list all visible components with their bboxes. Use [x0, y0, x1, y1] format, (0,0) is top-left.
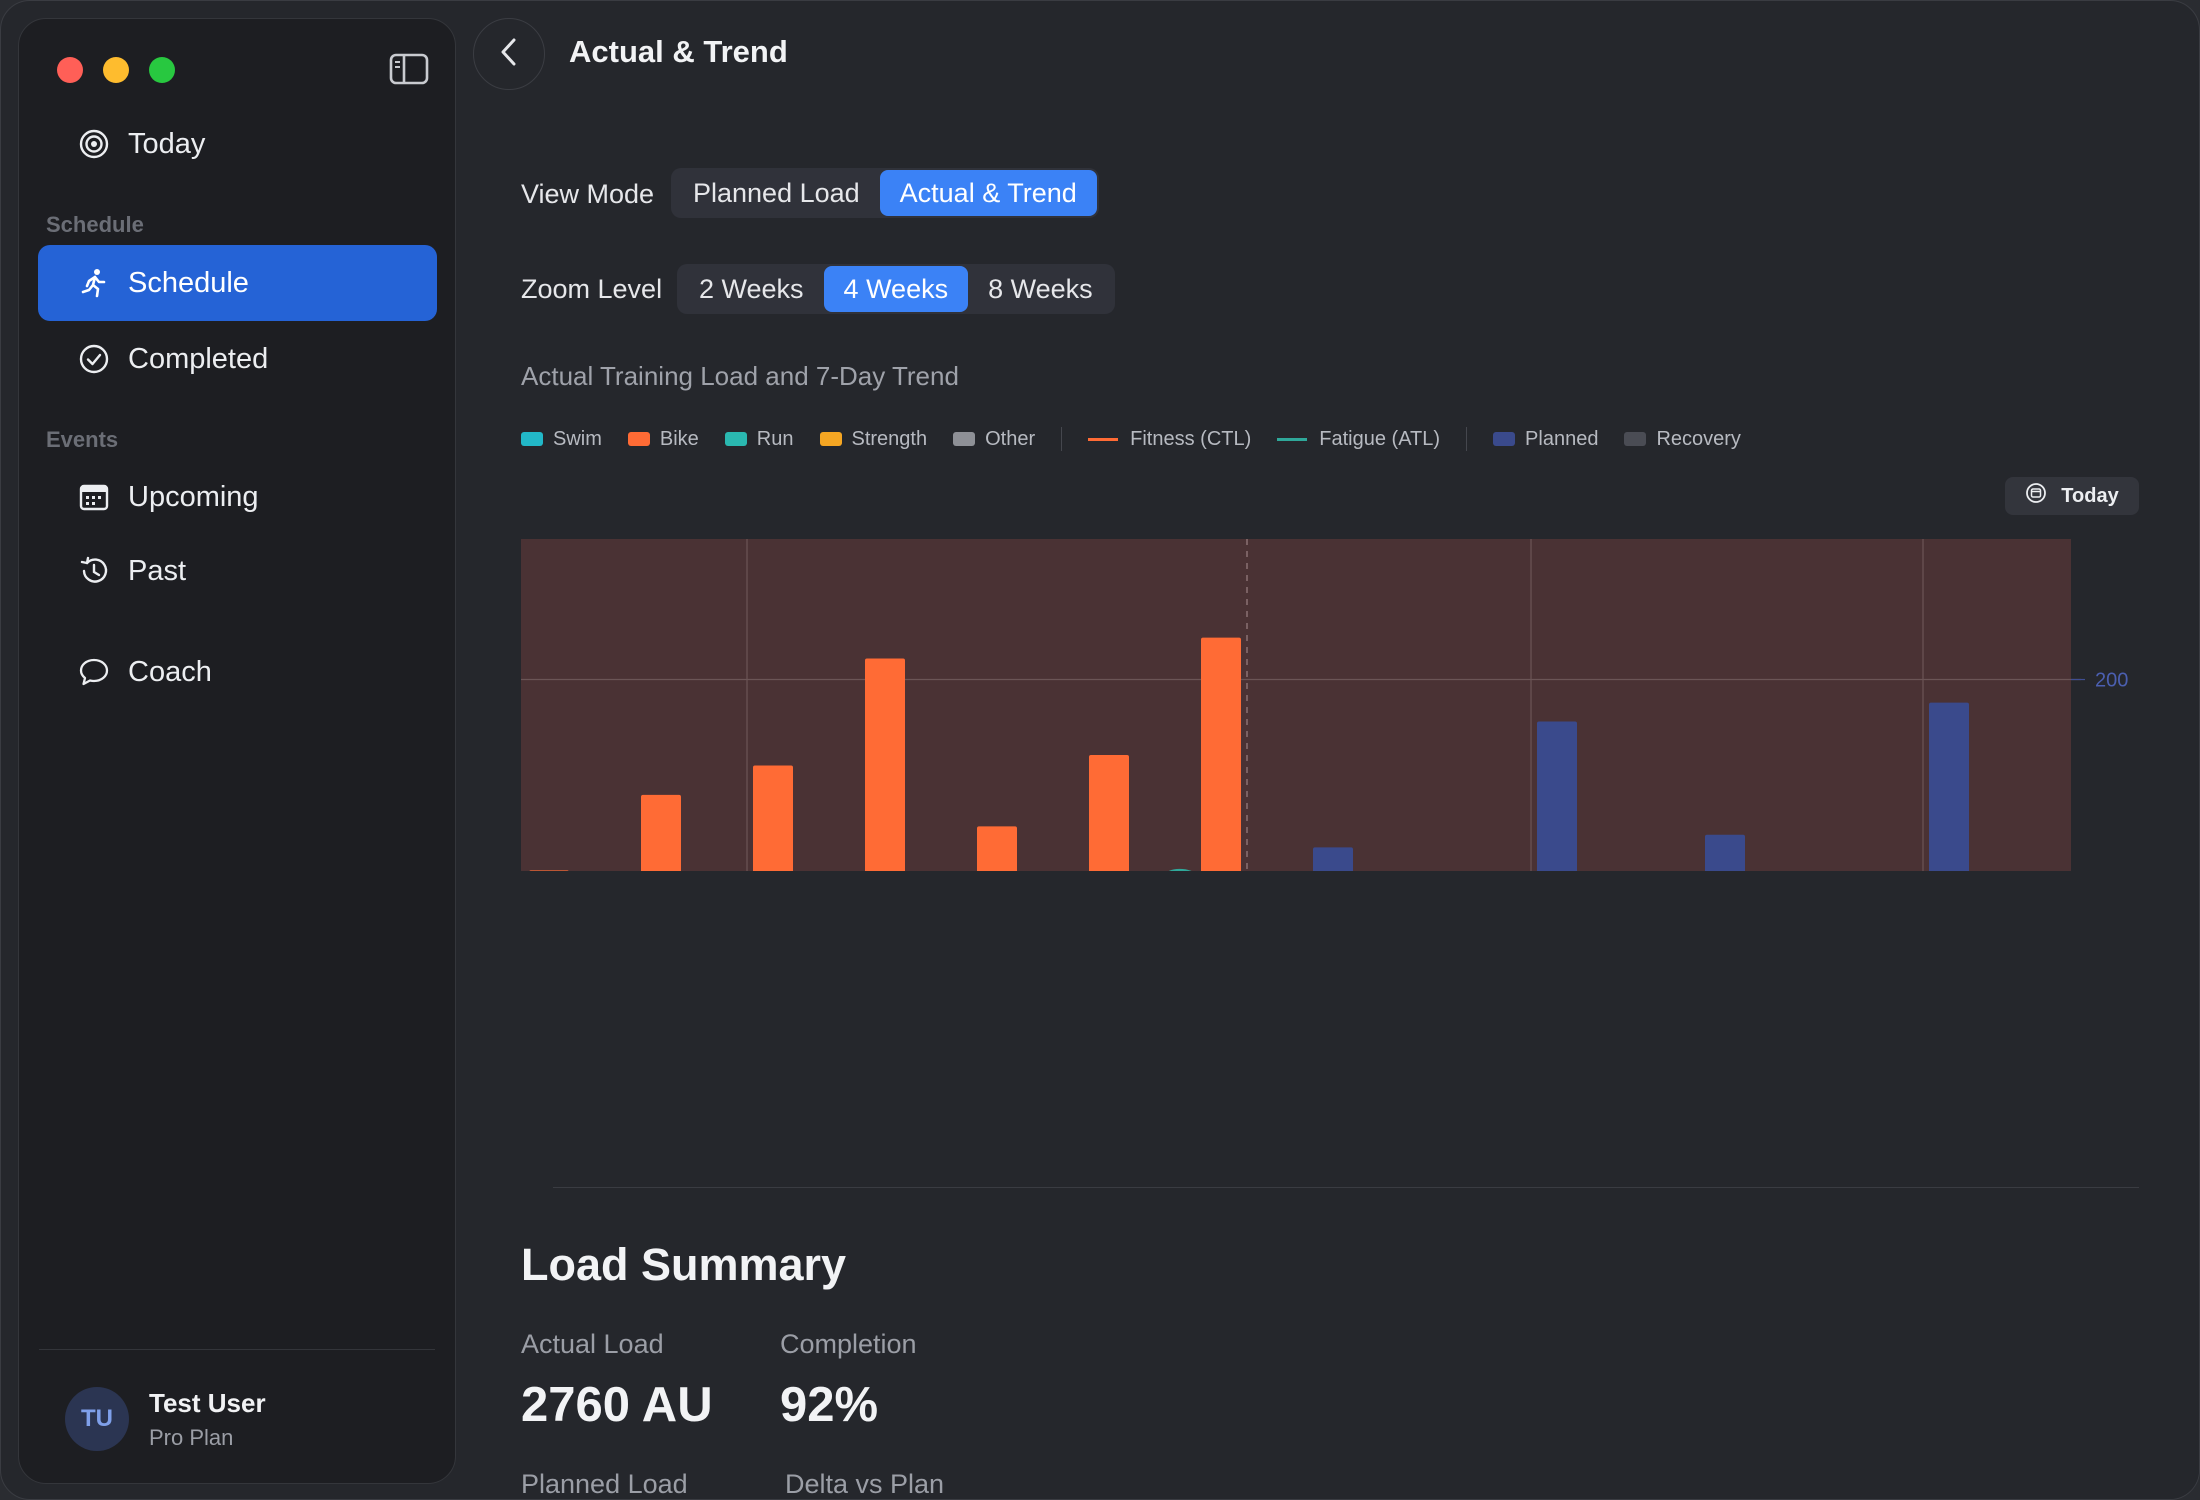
zoom-4-weeks[interactable]: 4 Weeks [823, 266, 969, 312]
sidebar-divider [39, 1349, 435, 1350]
legend-recovery: Recovery [1624, 428, 1741, 451]
sidebar-item-label: Coach [128, 655, 212, 688]
chart-title: Actual Training Load and 7-Day Trend [521, 361, 959, 391]
legend-planned: Planned [1493, 428, 1598, 451]
planned-bar [1705, 834, 1745, 871]
sidebar-item-completed[interactable]: Completed [38, 321, 437, 397]
bike-bar [753, 765, 793, 871]
back-button[interactable] [473, 18, 545, 90]
avatar: TU [65, 1387, 129, 1451]
sidebar-item-label: Upcoming [128, 480, 259, 513]
bike-bar [1089, 755, 1129, 871]
chart-legend: Swim Bike Run Strength Other Fitness (CT… [521, 427, 1767, 451]
bike-bar [641, 794, 681, 871]
bike-bar [865, 658, 905, 871]
legend-strength: Strength [819, 428, 927, 451]
summary-title: Load Summary [521, 1239, 847, 1290]
completion-label: Completion [780, 1329, 917, 1359]
delta-label: Delta vs Plan [785, 1469, 945, 1499]
close-window-button[interactable] [57, 57, 83, 83]
planned-bar [1313, 847, 1353, 871]
target-icon [74, 124, 114, 164]
zoom-level-control: 2 Weeks 4 Weeks 8 Weeks [677, 264, 1115, 314]
running-person-icon [74, 263, 114, 303]
window-controls [57, 57, 175, 83]
view-mode-planned-load[interactable]: Planned Load [693, 177, 860, 208]
sidebar-item-past[interactable]: Past [38, 533, 437, 609]
section-label-events: Events [46, 427, 119, 452]
legend-other: Other [953, 428, 1035, 451]
completion-value: 92% [780, 1378, 879, 1432]
actual-load-label: Actual Load [521, 1329, 664, 1359]
sidebar-toggle-icon[interactable] [389, 52, 429, 86]
sidebar-item-label: Schedule [128, 266, 249, 299]
legend-separator [1466, 427, 1468, 451]
main-content: View Mode Planned Load Actual & Trend Zo… [481, 111, 2199, 1499]
sidebar-item-coach[interactable]: Coach [38, 634, 437, 710]
history-icon [74, 551, 114, 591]
y-tick-label: 200 [2095, 670, 2128, 692]
legend-fatigue: Fatigue (ATL) [1277, 428, 1440, 451]
legend-swim: Swim [521, 428, 602, 451]
sidebar-item-label: Completed [128, 342, 269, 375]
legend-bike: Bike [627, 428, 699, 451]
today-button[interactable]: Today [2005, 477, 2139, 515]
sidebar-item-label: Today [128, 127, 206, 160]
page-title: Actual & Trend [569, 34, 788, 69]
zoom-level-label: Zoom Level [521, 274, 663, 304]
bike-bar [977, 826, 1017, 871]
zoom-2-weeks[interactable]: 2 Weeks [699, 273, 804, 304]
actual-load-value: 2760 AU [521, 1378, 713, 1432]
chat-bubble-icon [74, 652, 114, 692]
training-load-chart: 0100200Jul 19Aug 2 [521, 539, 2128, 871]
legend-separator [1061, 427, 1063, 451]
chevron-left-icon [497, 37, 521, 72]
bike-bar [1201, 637, 1241, 871]
check-circle-icon [74, 339, 114, 379]
zoom-8-weeks[interactable]: 8 Weeks [988, 273, 1093, 304]
calendar-icon [74, 477, 114, 517]
planned-bar [1537, 721, 1577, 871]
calendar-circle-icon [2025, 482, 2061, 510]
view-mode-control: Planned Load Actual & Trend [671, 168, 1099, 218]
sidebar-item-label: Past [128, 554, 187, 587]
planned-load-label: Planned Load [521, 1469, 688, 1499]
section-divider [553, 1187, 2139, 1188]
legend-fitness: Fitness (CTL) [1088, 428, 1251, 451]
planned-bar [1929, 702, 1969, 871]
zoom-window-button[interactable] [149, 57, 175, 83]
minimize-window-button[interactable] [103, 57, 129, 83]
sidebar-item-schedule[interactable]: Schedule [38, 245, 437, 321]
view-mode-label: View Mode [521, 179, 655, 209]
sidebar-item-upcoming[interactable]: Upcoming [38, 459, 437, 535]
bike-bar [529, 870, 569, 871]
sidebar: Today Schedule Schedule Completed Events… [18, 18, 456, 1484]
legend-run: Run [724, 428, 794, 451]
user-plan: Pro Plan [149, 1424, 234, 1450]
user-profile[interactable]: TU Test User Pro Plan [65, 1387, 266, 1451]
user-name: Test User [149, 1387, 266, 1418]
sidebar-item-today[interactable]: Today [38, 106, 437, 182]
section-label-schedule: Schedule [46, 212, 144, 237]
view-mode-actual-trend[interactable]: Actual & Trend [879, 170, 1097, 216]
